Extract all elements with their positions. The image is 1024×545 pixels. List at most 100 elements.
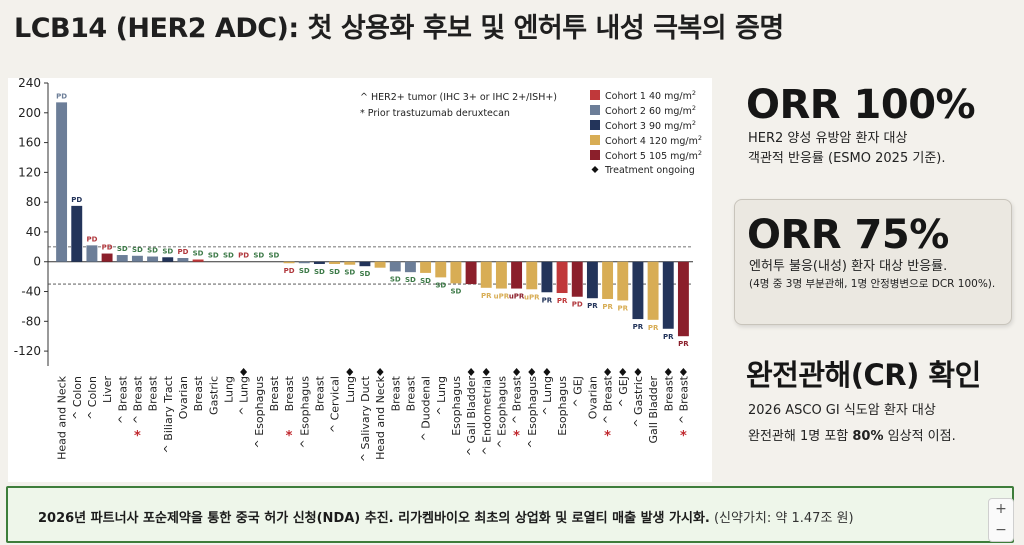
prior-marker: * <box>680 429 687 444</box>
x-tick-label: ^ Biliary Tract <box>162 375 175 453</box>
x-tick-label: Breast <box>268 375 281 411</box>
orr-all-block: ORR 100% HER2 양성 유방암 환자 대상 객관적 반응률 (ESMO… <box>732 82 1012 168</box>
legend-swatch <box>590 90 600 100</box>
ongoing-marker <box>376 368 384 376</box>
ongoing-marker <box>543 368 551 376</box>
cr-line2: 완전관해 1명 포함 80% 임상적 이점. <box>748 428 1012 446</box>
response-label: PD <box>572 301 583 309</box>
bar <box>86 245 98 262</box>
legend-label: Cohort 2 60 mg/m2 <box>605 104 696 117</box>
y-tick-label: 240 <box>18 78 41 90</box>
y-tick-label: 200 <box>18 106 41 120</box>
x-tick-label: Ovarian <box>586 376 599 419</box>
legend-swatch <box>590 120 600 130</box>
bar <box>602 261 614 299</box>
bar <box>298 261 310 264</box>
x-tick-label: ^ Colon <box>86 376 99 420</box>
response-label: PR <box>602 303 613 311</box>
x-tick-label: ^ Salivary Duct <box>359 375 372 462</box>
bar <box>465 261 477 285</box>
bar <box>101 253 113 262</box>
bar <box>556 261 568 294</box>
bar <box>435 261 447 278</box>
x-tick-label: ^ Esophagus <box>495 376 508 449</box>
x-tick-label: ^ GEJ <box>617 376 630 407</box>
x-tick-label: Lung <box>344 376 357 403</box>
footer-text: 2026년 파트너사 포순제약을 통한 중국 허가 신청(NDA) 추진. 리가… <box>38 507 854 526</box>
response-label: SD <box>405 276 416 284</box>
legend-ongoing-marker <box>591 166 599 173</box>
bar <box>571 261 583 297</box>
x-tick-label: Esophagus <box>450 376 463 436</box>
bar <box>450 261 462 284</box>
zoom-in-button[interactable]: + <box>995 501 1007 517</box>
x-tick-label: Breast <box>147 375 160 411</box>
prior-marker: * <box>286 429 293 444</box>
bar <box>480 261 492 288</box>
response-label: PD <box>56 92 67 100</box>
x-tick-label: Liver <box>101 376 114 403</box>
bar <box>511 261 523 289</box>
bar <box>344 261 356 265</box>
response-label: SD <box>268 252 279 260</box>
x-tick-label: Breast <box>662 375 675 411</box>
response-label: SD <box>329 268 340 276</box>
bar <box>541 261 553 293</box>
cr-line1: 2026 ASCO GI 식도암 환자 대상 <box>748 403 936 418</box>
response-label: PR <box>557 297 568 305</box>
x-tick-label: ^ Endometrial <box>480 376 493 456</box>
waterfall-chart: 240 200 160 120 80 40 0 -40 -80 -120 PD Head and Ne… <box>8 78 712 482</box>
x-tick-label: ^ Lung <box>435 376 448 416</box>
response-label: PR <box>481 292 492 300</box>
bar <box>495 261 507 289</box>
bar <box>116 255 128 262</box>
x-tick-label: ^ Gall Bladder <box>465 376 478 457</box>
x-tick-label: ^ Colon <box>71 376 84 420</box>
x-tick-label: Breast <box>192 375 205 411</box>
response-label: PR <box>617 304 628 312</box>
y-tick-label: 40 <box>26 225 41 239</box>
response-label: SD <box>344 269 355 277</box>
cr-line2-bold: 80% <box>852 429 884 444</box>
bar <box>617 261 629 301</box>
legend-label: Cohort 1 40 mg/m2 <box>605 89 696 102</box>
prior-marker: * <box>134 429 141 444</box>
response-label: SD <box>208 252 219 260</box>
x-tick-label: Breast <box>283 375 296 411</box>
x-tick-label: Breast <box>313 375 326 411</box>
x-tick-label: ^ Breast <box>131 375 144 424</box>
response-label: uPR <box>524 293 540 301</box>
ongoing-marker <box>513 368 521 376</box>
legend-label-sup: 2 <box>692 89 696 97</box>
bar <box>647 261 659 320</box>
prior-marker: * <box>513 429 520 444</box>
zoom-out-button[interactable]: − <box>995 522 1007 538</box>
response-label: PR <box>678 340 689 348</box>
response-label: SD <box>132 246 143 254</box>
waterfall-chart-svg: 240 200 160 120 80 40 0 -40 -80 -120 PD Head and Ne… <box>14 78 702 462</box>
ongoing-marker <box>619 368 627 376</box>
x-tick-label: Ovarian <box>177 376 190 419</box>
response-label: uPR <box>509 293 525 301</box>
legend-label-sup: 2 <box>692 104 696 112</box>
cr-line2-post: 임상적 이점. <box>883 429 956 444</box>
y-tick-label: 80 <box>26 195 41 209</box>
ongoing-marker <box>240 368 248 376</box>
response-label: PR <box>542 296 553 304</box>
response-label: PR <box>648 324 659 332</box>
bar <box>71 205 83 262</box>
bar <box>632 261 644 320</box>
response-label: PD <box>177 248 188 256</box>
response-label: uPR <box>494 293 510 301</box>
bar <box>586 261 598 299</box>
prior-note: * Prior trastuzumab deruxtecan <box>360 108 510 119</box>
response-label: PD <box>238 252 249 260</box>
legend-label: Cohort 4 120 mg/m2 <box>605 134 702 147</box>
response-label: SD <box>314 268 325 276</box>
ongoing-marker <box>528 368 536 376</box>
ongoing-marker <box>467 368 475 376</box>
legend-label-sup: 2 <box>692 119 696 127</box>
bar <box>147 256 159 262</box>
response-label: SD <box>193 250 204 258</box>
her2-note: ^ HER2+ tumor (IHC 3+ or IHC 2+/ISH+) <box>360 92 557 103</box>
